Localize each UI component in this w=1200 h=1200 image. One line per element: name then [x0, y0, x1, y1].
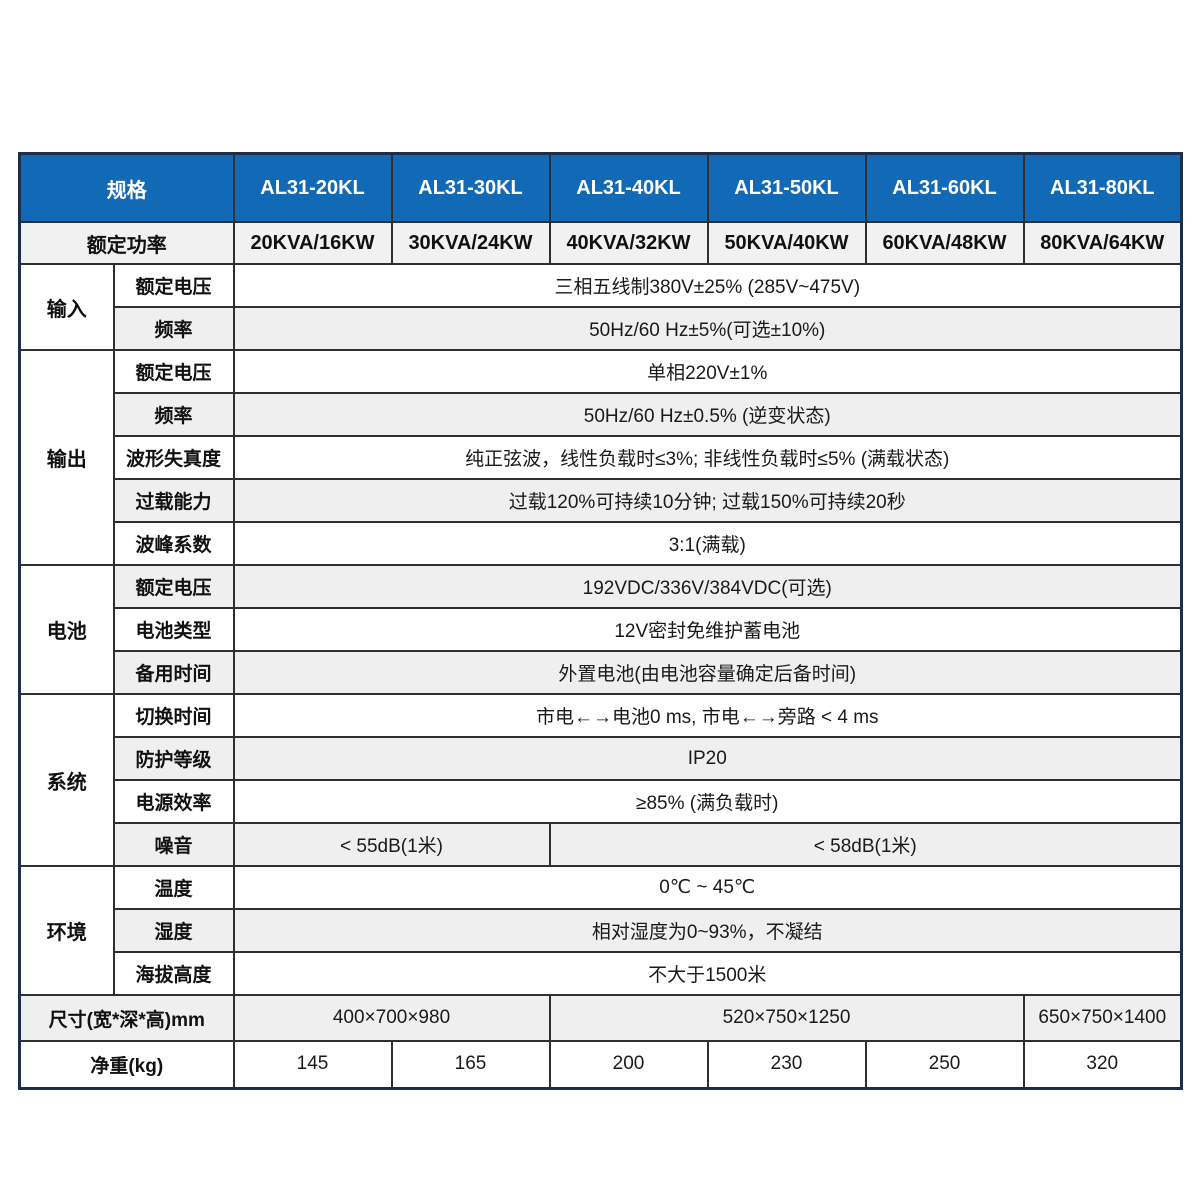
row-value: 3:1(满载) [232, 521, 1183, 566]
row-value: 纯正弦波，线性负载时≤3%; 非线性负载时≤5% (满载状态) [232, 435, 1183, 480]
table-row: 系统 切换时间 市电←→电池0 ms, 市电←→旁路 < 4 ms [18, 693, 1183, 867]
row-value: 192VDC/336V/384VDC(可选) [232, 564, 1183, 609]
row-label: 额定电压 [112, 349, 235, 394]
dimensions-label: 尺寸(宽*深*高)mm [18, 994, 235, 1042]
rated-power-value: 30KVA/24KW [390, 221, 551, 265]
row-label: 切换时间 [112, 693, 235, 738]
model-header-al31-20kl: AL31-20KL [232, 152, 393, 223]
row-label: 波峰系数 [112, 521, 235, 566]
weight-value: 320 [1022, 1040, 1183, 1089]
dimensions-value: 650×750×1400 [1022, 994, 1183, 1042]
row-label: 温度 [112, 865, 235, 910]
dimensions-row: 尺寸(宽*深*高)mm 400×700×980 520×750×1250 650… [18, 994, 1183, 1042]
row-value: 外置电池(由电池容量确定后备时间) [232, 650, 1183, 695]
row-value-noise-large: < 58dB(1米) [548, 822, 1183, 867]
weight-row: 净重(kg) 145 165 200 230 250 320 [18, 1040, 1183, 1089]
row-value: 单相220V±1% [232, 349, 1183, 394]
group-label-input: 输入 [18, 263, 115, 351]
row-label: 湿度 [112, 908, 235, 953]
weight-value: 200 [548, 1040, 709, 1089]
table-row: 环境 温度 0℃ ~ 45℃ [18, 865, 1183, 996]
row-value: 12V密封免维护蓄电池 [232, 607, 1183, 652]
row-label: 额定电压 [112, 564, 235, 609]
row-value-noise-small: < 55dB(1米) [232, 822, 551, 867]
dimensions-value: 520×750×1250 [548, 994, 1025, 1042]
table-row: 波形失真度 纯正弦波，线性负载时≤3%; 非线性负载时≤5% (满载状态) [19, 435, 1183, 480]
table-row: 电池类型 12V密封免维护蓄电池 [19, 607, 1183, 652]
table-row: 过载能力 过载120%可持续10分钟; 过载150%可持续20秒 [19, 478, 1183, 523]
weight-value: 230 [706, 1040, 867, 1089]
model-header-al31-40kl: AL31-40KL [548, 152, 709, 223]
model-header-al31-30kl: AL31-30KL [390, 152, 551, 223]
weight-value: 145 [232, 1040, 393, 1089]
row-value: 市电←→电池0 ms, 市电←→旁路 < 4 ms [232, 693, 1183, 738]
row-value: 50Hz/60 Hz±0.5% (逆变状态) [232, 392, 1183, 437]
rated-power-value: 80KVA/64KW [1022, 221, 1183, 265]
rated-power-value: 50KVA/40KW [706, 221, 867, 265]
table-row: 防护等级 IP20 [19, 736, 1183, 781]
rated-power-row: 额定功率 20KVA/16KW 30KVA/24KW 40KVA/32KW 50… [18, 221, 1183, 265]
table-row: 波峰系数 3:1(满载) [19, 521, 1183, 566]
row-label: 噪音 [112, 822, 235, 867]
row-value: 50Hz/60 Hz±5%(可选±10%) [232, 306, 1183, 351]
dimensions-value: 400×700×980 [232, 994, 551, 1042]
table-row: 湿度 相对湿度为0~93%，不凝结 [19, 908, 1183, 953]
header-row: 规格 AL31-20KL AL31-30KL AL31-40KL AL31-50… [18, 152, 1183, 223]
table-row: 频率 50Hz/60 Hz±5%(可选±10%) [19, 306, 1183, 351]
row-label: 频率 [112, 306, 235, 351]
table-row: 备用时间 外置电池(由电池容量确定后备时间) [19, 650, 1183, 695]
row-label: 电池类型 [112, 607, 235, 652]
row-value: 相对湿度为0~93%，不凝结 [232, 908, 1183, 953]
table-row: 电池 额定电压 192VDC/336V/384VDC(可选) [18, 564, 1183, 695]
rated-power-label: 额定功率 [18, 221, 235, 265]
table-row: 频率 50Hz/60 Hz±0.5% (逆变状态) [19, 392, 1183, 437]
row-value: 0℃ ~ 45℃ [232, 865, 1183, 910]
row-value: 不大于1500米 [232, 951, 1183, 996]
table-row: 输入 额定电压 三相五线制380V±25% (285V~475V) [18, 263, 1183, 351]
table-row: 噪音 < 55dB(1米) < 58dB(1米) [19, 822, 1183, 867]
row-label: 额定电压 [112, 263, 235, 308]
row-value: IP20 [232, 736, 1183, 781]
row-label: 海拔高度 [112, 951, 235, 996]
weight-label: 净重(kg) [18, 1040, 235, 1089]
model-header-al31-60kl: AL31-60KL [864, 152, 1025, 223]
group-label-battery: 电池 [18, 564, 115, 695]
rated-power-value: 60KVA/48KW [864, 221, 1025, 265]
group-label-output: 输出 [18, 349, 115, 566]
weight-value: 165 [390, 1040, 551, 1089]
spec-table: 规格 AL31-20KL AL31-30KL AL31-40KL AL31-50… [18, 152, 1183, 1090]
row-label: 波形失真度 [112, 435, 235, 480]
row-value: 过载120%可持续10分钟; 过载150%可持续20秒 [232, 478, 1183, 523]
rated-power-value: 40KVA/32KW [548, 221, 709, 265]
row-label: 防护等级 [112, 736, 235, 781]
spec-header-cell: 规格 [18, 152, 235, 223]
row-value: ≥85% (满负载时) [232, 779, 1183, 824]
table-row: 海拔高度 不大于1500米 [19, 951, 1183, 996]
row-label: 频率 [112, 392, 235, 437]
table-row: 电源效率 ≥85% (满负载时) [19, 779, 1183, 824]
table-row: 输出 额定电压 单相220V±1% [18, 349, 1183, 566]
row-label: 备用时间 [112, 650, 235, 695]
row-label: 电源效率 [112, 779, 235, 824]
group-label-system: 系统 [18, 693, 115, 867]
model-header-al31-50kl: AL31-50KL [706, 152, 867, 223]
rated-power-value: 20KVA/16KW [232, 221, 393, 265]
group-label-environment: 环境 [18, 865, 115, 996]
weight-value: 250 [864, 1040, 1025, 1089]
model-header-al31-80kl: AL31-80KL [1022, 152, 1183, 223]
row-label: 过载能力 [112, 478, 235, 523]
row-value: 三相五线制380V±25% (285V~475V) [232, 263, 1183, 308]
